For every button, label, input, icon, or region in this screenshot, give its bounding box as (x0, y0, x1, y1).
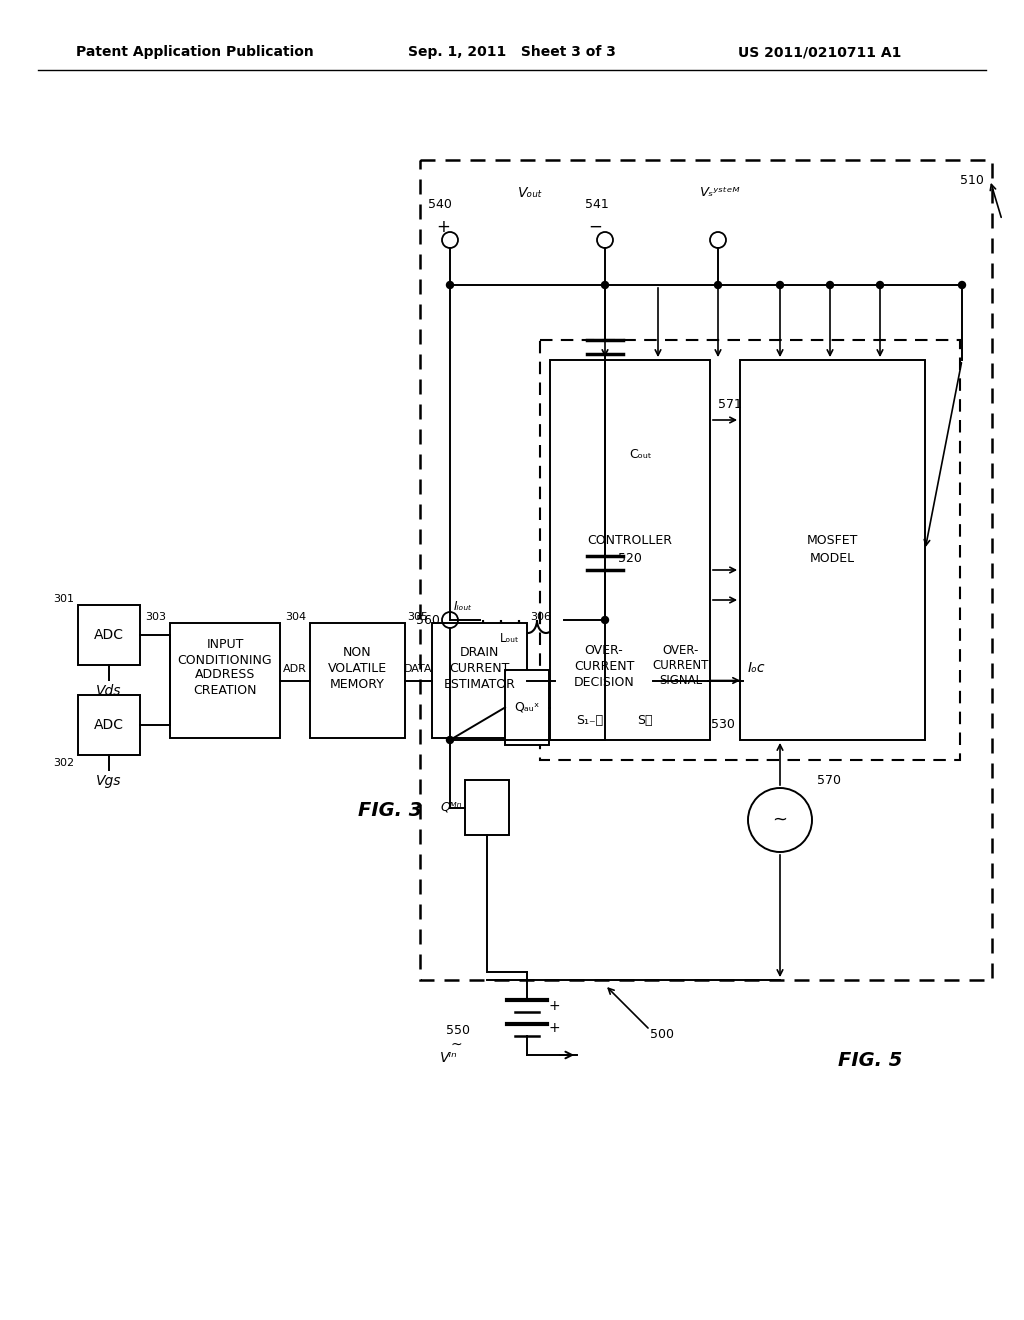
Text: ADC: ADC (94, 628, 124, 642)
Text: 304: 304 (285, 612, 306, 622)
Circle shape (446, 281, 454, 289)
Circle shape (601, 281, 608, 289)
Text: Vₛʸˢᵗᵉᴹ: Vₛʸˢᵗᵉᴹ (699, 186, 740, 199)
Text: INPUT: INPUT (206, 639, 244, 652)
Text: CONTROLLER: CONTROLLER (588, 533, 673, 546)
Text: Patent Application Publication: Patent Application Publication (76, 45, 314, 59)
Text: VOLATILE: VOLATILE (328, 663, 387, 676)
Text: 530: 530 (711, 718, 735, 731)
Text: 560: 560 (416, 614, 440, 627)
Bar (420, 160, 992, 979)
Text: 303: 303 (145, 612, 166, 622)
Text: SIGNAL: SIGNAL (659, 675, 702, 686)
Bar (432, 623, 527, 738)
Text: DATA: DATA (404, 664, 433, 673)
Text: NON: NON (343, 647, 372, 660)
Text: 541: 541 (585, 198, 608, 211)
Text: Sep. 1, 2011   Sheet 3 of 3: Sep. 1, 2011 Sheet 3 of 3 (408, 45, 616, 59)
Text: S၄: S၄ (637, 714, 652, 726)
Text: CURRENT: CURRENT (653, 659, 710, 672)
Text: ESTIMATOR: ESTIMATOR (443, 678, 515, 692)
Text: CURRENT: CURRENT (450, 663, 510, 676)
Text: Vds: Vds (96, 684, 122, 698)
Text: Iₒᴄ: Iₒᴄ (748, 661, 766, 676)
Text: CREATION: CREATION (194, 684, 257, 697)
Text: 500: 500 (650, 1028, 674, 1041)
Bar (310, 623, 406, 738)
Bar (465, 780, 509, 836)
Text: 571: 571 (718, 399, 741, 412)
Text: ~: ~ (772, 810, 787, 829)
Text: 510: 510 (961, 173, 984, 186)
Bar (78, 696, 140, 755)
Circle shape (601, 616, 608, 623)
Text: ADDRESS: ADDRESS (195, 668, 255, 681)
Text: Lₒᵤₜ: Lₒᵤₜ (501, 631, 520, 644)
Text: Vₒᵤₜ: Vₒᵤₜ (517, 186, 543, 201)
Text: Qᴹⁿ: Qᴹⁿ (440, 801, 462, 814)
Bar (78, 605, 140, 665)
Text: ADC: ADC (94, 718, 124, 733)
Text: CONDITIONING: CONDITIONING (178, 653, 272, 667)
Text: +: + (436, 218, 450, 236)
Text: OVER-: OVER- (663, 644, 699, 657)
Bar (540, 341, 961, 760)
Text: 301: 301 (53, 594, 74, 605)
Circle shape (877, 281, 884, 289)
Circle shape (776, 281, 783, 289)
Text: −: − (588, 218, 602, 236)
Bar (550, 360, 710, 741)
Text: 570: 570 (817, 774, 841, 787)
Text: DECISION: DECISION (573, 676, 635, 689)
Circle shape (715, 281, 722, 289)
Text: 520: 520 (618, 552, 642, 565)
Text: MOSFET: MOSFET (807, 533, 858, 546)
Text: FIG. 5: FIG. 5 (838, 1051, 902, 1069)
Text: Cₒᵤₜ: Cₒᵤₜ (629, 449, 651, 462)
Bar (740, 360, 925, 741)
Text: FIG. 3: FIG. 3 (357, 800, 422, 820)
Circle shape (826, 281, 834, 289)
Text: US 2011/0210711 A1: US 2011/0210711 A1 (738, 45, 902, 59)
Text: ~: ~ (451, 1038, 462, 1052)
Bar (505, 671, 549, 744)
Text: 540: 540 (428, 198, 452, 211)
Bar (555, 623, 653, 738)
Text: Vᴵⁿ: Vᴵⁿ (440, 1051, 458, 1065)
Circle shape (446, 737, 454, 743)
Text: 305: 305 (407, 612, 428, 622)
Text: +: + (549, 1020, 560, 1035)
Text: S₁₋၄: S₁₋၄ (577, 714, 603, 726)
Text: Vgs: Vgs (96, 774, 122, 788)
Circle shape (958, 281, 966, 289)
Text: +: + (549, 999, 560, 1012)
Text: 306: 306 (530, 612, 551, 622)
Text: MODEL: MODEL (810, 552, 855, 565)
Text: Iₗₒᵤₜ: Iₗₒᵤₜ (454, 599, 472, 612)
Text: Qₐᵤˣ: Qₐᵤˣ (514, 701, 540, 714)
Text: MEMORY: MEMORY (330, 678, 385, 692)
Text: OVER-: OVER- (585, 644, 624, 657)
Text: CURRENT: CURRENT (573, 660, 634, 673)
Text: DRAIN: DRAIN (460, 647, 499, 660)
Text: 550: 550 (446, 1023, 470, 1036)
Bar (170, 623, 280, 738)
Text: ADR: ADR (283, 664, 307, 673)
Text: 302: 302 (53, 758, 74, 768)
